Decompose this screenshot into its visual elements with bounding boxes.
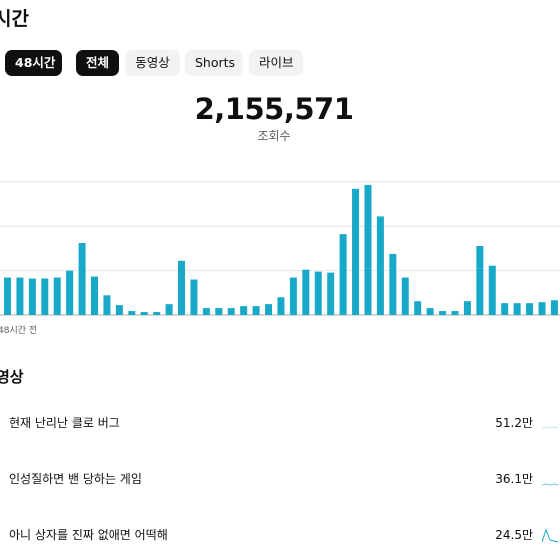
type-filter-live[interactable]: 라이브 [249,50,303,76]
period-filter-48h[interactable]: 48시간 [5,50,62,76]
chart-bar[interactable] [513,303,521,315]
chart-bar[interactable] [376,216,384,315]
chart-bar[interactable] [41,278,49,315]
chart-bar[interactable] [339,234,347,315]
x-axis-start-label: 48시간 전 [0,326,38,336]
video-title: 인성질하면 밴 당하는 게임 [9,472,142,486]
chart-bar[interactable] [91,276,99,315]
chart-bar[interactable] [78,243,86,315]
type-filter-shorts[interactable]: Shorts [185,50,243,76]
chart-bar[interactable] [476,246,484,315]
chart-bar[interactable] [426,308,434,315]
chart-bar[interactable] [202,308,210,315]
chart-bar[interactable] [352,188,360,315]
chart-bar[interactable] [115,305,123,315]
chart-bar[interactable] [277,297,285,315]
sparkline-icon [542,528,559,543]
top-video-row[interactable]: 인성질하면 밴 당하는 게임 36.1만 [0,466,560,490]
chart-bar[interactable] [439,311,447,315]
chart-bar[interactable] [463,301,471,315]
chart-bar[interactable] [53,277,61,315]
chart-bar[interactable] [103,295,111,315]
top-content-heading: 영상 [0,368,24,386]
chart-bar[interactable] [389,253,397,315]
chart-bar[interactable] [215,308,223,315]
chart-bar[interactable] [16,277,24,315]
chart-bar[interactable] [227,308,235,315]
chart-bar[interactable] [314,271,322,315]
chart-bar[interactable] [501,303,509,315]
chart-bar[interactable] [364,184,372,315]
top-video-row[interactable]: 아니 상자를 진짜 없애면 어떡해 24.5만 [0,522,560,546]
chart-bar[interactable] [240,306,248,315]
chart-bar[interactable] [190,279,198,315]
chart-bar[interactable] [401,277,409,315]
chart-bar[interactable] [165,304,173,315]
chart-bar[interactable] [526,303,534,315]
chart-bar[interactable] [289,277,297,315]
type-filter-all[interactable]: 전체 [76,50,119,76]
top-video-row[interactable]: 현재 난리난 클로 버그 51.2만 [0,410,560,434]
sparkline-icon [542,483,559,486]
views-total: 2,155,571 [194,92,354,126]
chart-bar[interactable] [128,311,136,315]
type-filter-video[interactable]: 동영상 [125,50,180,76]
chart-bar[interactable] [538,302,546,315]
page-title: 시간 [0,8,29,30]
video-title: 아니 상자를 진짜 없애면 어떡해 [9,528,168,542]
chart-bar[interactable] [153,312,161,315]
sparkline-icon [542,426,559,429]
chart-bar[interactable] [4,277,11,315]
video-title: 현재 난리난 클로 버그 [9,416,120,430]
chart-bar[interactable] [302,269,310,315]
video-views: 36.1만 [495,472,533,486]
chart-bar[interactable] [66,270,74,315]
chart-bar[interactable] [265,304,273,315]
video-views: 24.5만 [495,528,533,542]
chart-bar[interactable] [451,311,459,315]
views-label: 조회수 [257,129,291,143]
chart-bar[interactable] [327,272,335,315]
video-views: 51.2만 [495,416,533,430]
chart-bar[interactable] [28,278,36,315]
views-bar-chart [0,181,560,316]
chart-bar[interactable] [178,260,186,315]
chart-bar[interactable] [488,265,496,315]
chart-bar[interactable] [550,300,558,315]
chart-bar[interactable] [140,312,148,315]
chart-bar[interactable] [252,306,260,315]
chart-bar[interactable] [414,301,422,315]
